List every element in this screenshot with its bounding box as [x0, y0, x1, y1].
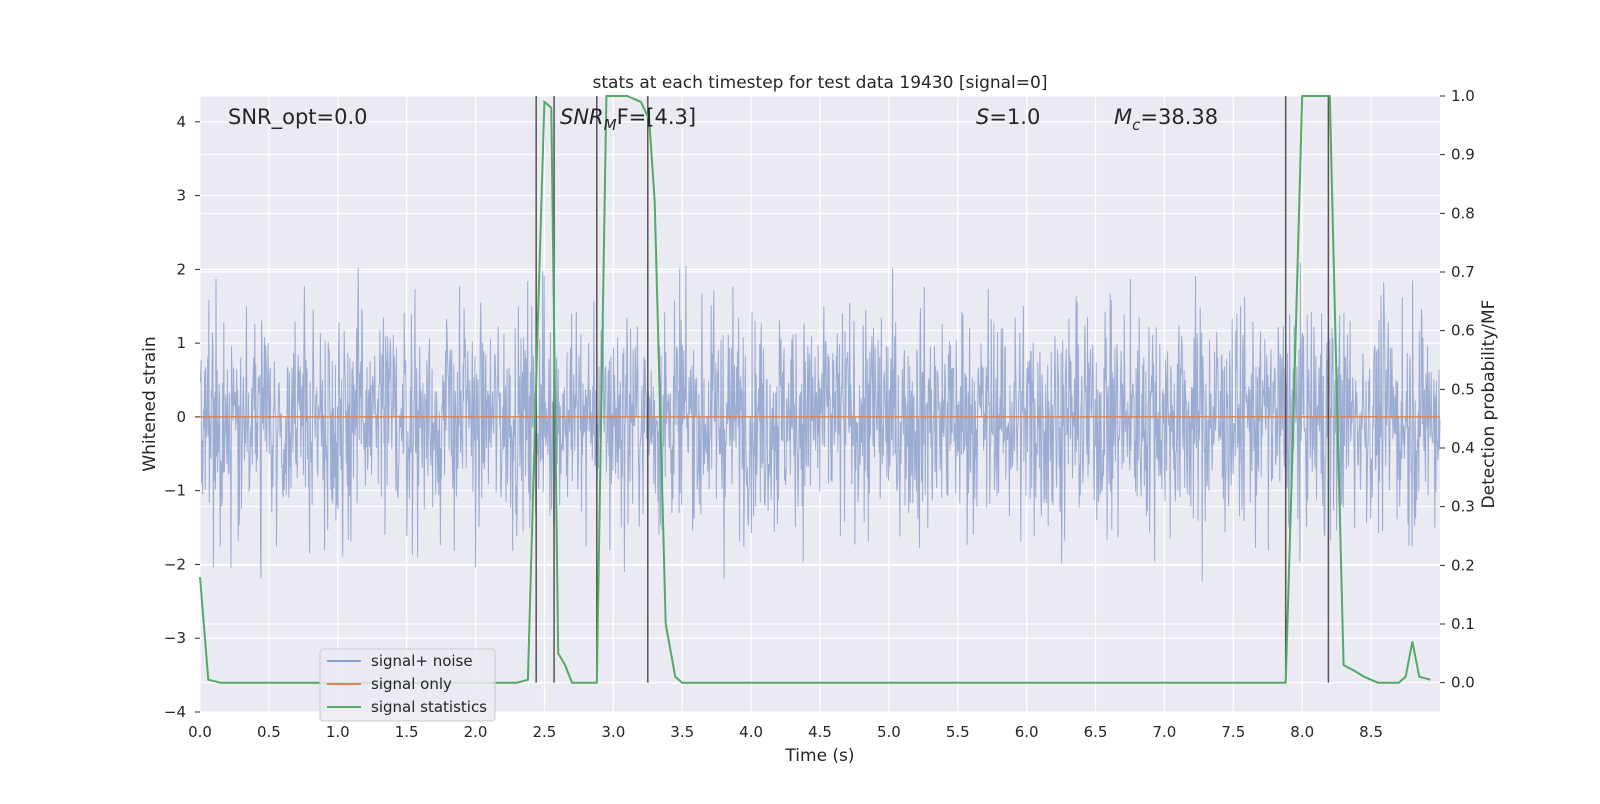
- x-tick-label: 8.5: [1359, 723, 1383, 741]
- x-tick-label: 7.5: [1221, 723, 1245, 741]
- y-tick-label-right: 0.4: [1451, 439, 1475, 457]
- x-tick-label: 2.5: [533, 723, 557, 741]
- chart-title: stats at each timestep for test data 194…: [593, 73, 1048, 93]
- y-tick-label-right: 1.0: [1451, 87, 1475, 105]
- annotation-snr-mf-main: SNR: [560, 105, 604, 129]
- x-tick-label: 1.0: [326, 723, 350, 741]
- annotation-s: S=1.0: [976, 105, 1040, 129]
- y-tick-label-left: −1: [164, 482, 186, 500]
- x-tick-label: 4.5: [808, 723, 832, 741]
- y-axis-label-right: Detection probability/MF: [1479, 300, 1499, 509]
- x-tick-label: 1.5: [395, 723, 419, 741]
- annotation-mc-sub: c: [1132, 116, 1141, 134]
- plot-area: [199, 95, 1441, 684]
- y-tick-label-left: 4: [176, 113, 186, 131]
- ticks: 0.0 0.5 1.0 1.5 2.0 2.5 3.0 3.5 4.0 4.5 5.0 5.5 6.0 6…: [164, 87, 1475, 741]
- y-tick-label-right: 0.1: [1451, 615, 1475, 633]
- annotation-snr-opt: SNR_opt=0.0: [228, 105, 368, 130]
- x-tick-label: 6.5: [1084, 723, 1108, 741]
- annotation-s-tail: =1.0: [989, 105, 1040, 129]
- x-tick-label: 5.0: [877, 723, 901, 741]
- y-tick-label-left: 0: [176, 408, 186, 426]
- annotation-mc-main: M: [1114, 105, 1132, 129]
- x-tick-label: 0.0: [188, 723, 212, 741]
- legend-box: [319, 648, 496, 722]
- y-tick-label-right: 0.9: [1451, 146, 1475, 164]
- y-tick-label-left: 1: [176, 334, 186, 352]
- annotation-snr-mf-tail: F=[4.3]: [617, 105, 696, 129]
- legend-label-signal-only: signal only: [371, 675, 452, 693]
- y-tick-label-right: 0.7: [1451, 263, 1475, 281]
- x-tick-label: 7.0: [1153, 723, 1177, 741]
- series-signal-noise: [199, 262, 1441, 582]
- annotation-snr-mf: SNRMF=[4.3]: [560, 105, 696, 134]
- x-tick-label: 3.0: [601, 723, 625, 741]
- x-tick-label: 4.0: [739, 723, 763, 741]
- y-tick-label-right: 0.6: [1451, 322, 1475, 340]
- y-tick-label-right: 0.0: [1451, 674, 1475, 692]
- annotation-mc: Mc=38.38: [1114, 105, 1218, 134]
- y-tick-label-left: 2: [176, 260, 186, 278]
- y-tick-label-left: 3: [176, 187, 186, 205]
- y-tick-label-left: −2: [164, 555, 186, 573]
- x-tick-label: 0.5: [257, 723, 281, 741]
- legend-label-signal-noise: signal+ noise: [371, 652, 473, 670]
- y-axis-label-left: Whitened strain: [140, 336, 160, 471]
- y-tick-label-left: −3: [164, 629, 186, 647]
- annotation-snr-mf-sub: M: [604, 116, 617, 134]
- y-tick-label-right: 0.3: [1451, 498, 1475, 516]
- annotation-s-main: S: [976, 105, 989, 129]
- y-tick-label-right: 0.5: [1451, 380, 1475, 398]
- x-tick-label: 6.0: [1015, 723, 1039, 741]
- legend: signal+ noise signal only signal statist…: [319, 648, 496, 722]
- x-tick-label: 5.5: [946, 723, 970, 741]
- y-tick-label-right: 0.8: [1451, 204, 1475, 222]
- legend-label-signal-statistics: signal statistics: [371, 698, 487, 716]
- x-axis-label: Time (s): [784, 746, 854, 766]
- x-tick-label: 3.5: [670, 723, 694, 741]
- x-tick-label: 2.0: [464, 723, 488, 741]
- annotation-mc-tail: =38.38: [1140, 105, 1218, 129]
- series-signal-statistics: [199, 95, 1431, 684]
- y-tick-label-right: 0.2: [1451, 556, 1475, 574]
- y-tick-label-left: −4: [164, 703, 186, 721]
- x-tick-label: 8.0: [1290, 723, 1314, 741]
